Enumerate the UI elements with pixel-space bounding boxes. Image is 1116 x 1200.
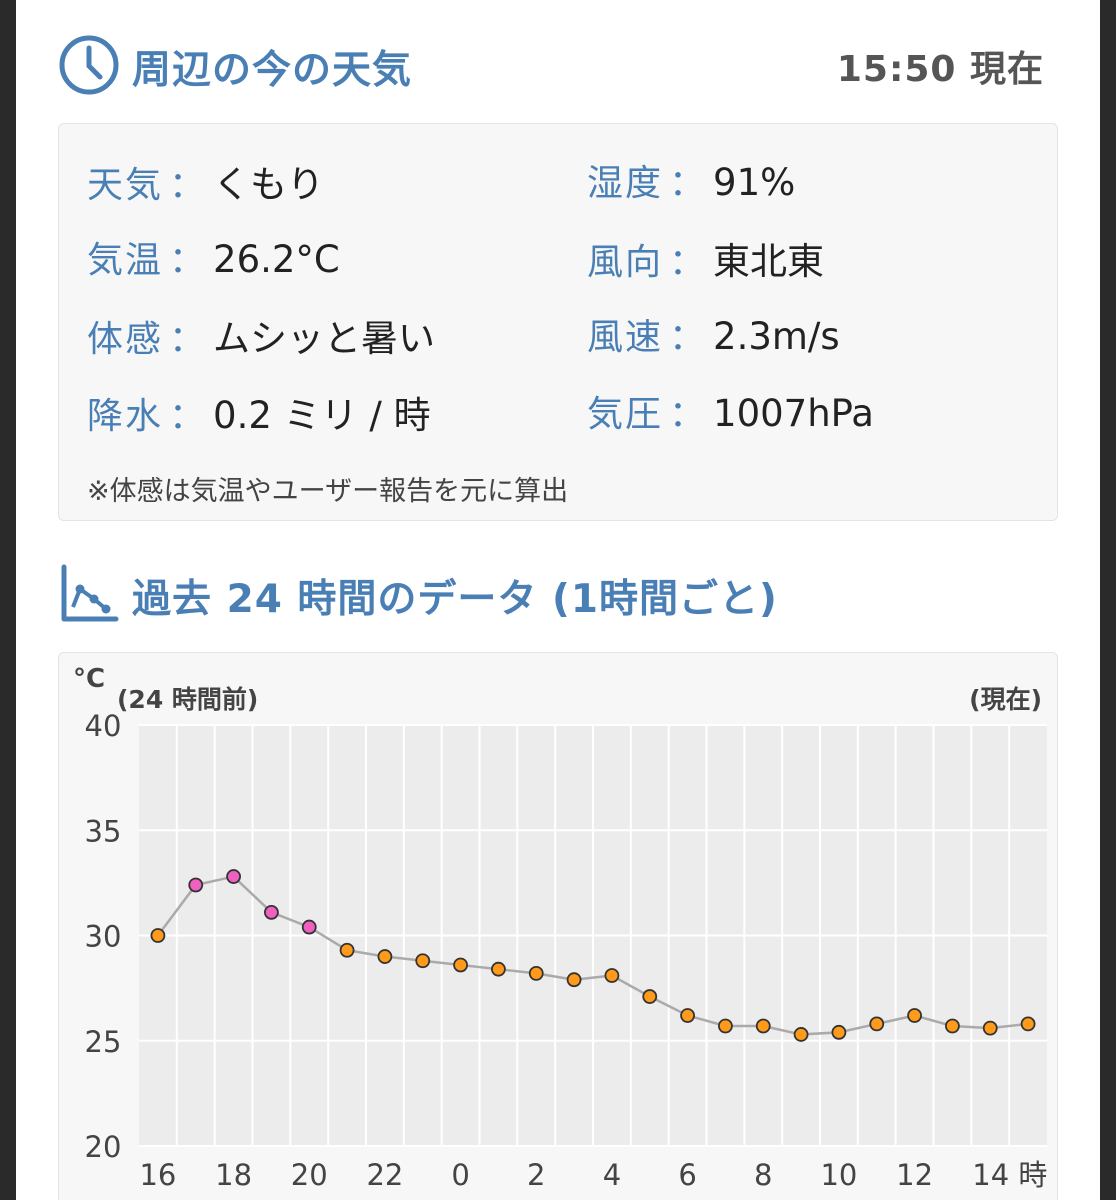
separator: ： [669,317,706,358]
condition-value: 2.3m/s [713,315,840,358]
temperature-point [377,949,393,964]
temperature-point [680,1008,695,1023]
unit-label: °C [73,664,105,694]
temperature-point [869,1016,885,1032]
x-tick-label: 8 [754,1158,772,1192]
x-tick-label: 12 [896,1158,933,1192]
feels-like-note: ※体感は気温やユーザー報告を元に算出 [87,476,569,507]
temperature-point [642,989,658,1004]
chart-left-note: (24 時間前) [117,685,258,714]
condition-value: くもり [213,163,325,206]
condition-label: 体感 [87,319,164,360]
y-tick-label: 35 [85,814,122,848]
temperature-point [415,953,431,969]
condition-value: ムシッと暑い [213,317,436,360]
temperature-point [831,1024,847,1040]
current-conditions-panel: 天気 ： くもり 湿度 ： 91% 気温 ： 26.2°C 風向 ： 東北東 体… [58,123,1058,521]
temperature-point [604,968,620,983]
chart-right-note: (現在) [969,685,1042,714]
condition-label: 気温 [87,240,164,281]
temperature-point [301,919,317,935]
history-header: 過去 24 時間のデータ (1時間ごと) [58,563,778,629]
condition-value: 0.2 ミリ / 時 [213,394,431,437]
weather-card: 周辺の今の天気 15:50 現在 天気 ： くもり 湿度 ： 91% 気温 ： … [16,0,1100,1200]
separator: ： [669,163,706,204]
condition-wind-speed: 風速 ： 2.3m/s [587,308,840,360]
temperature-point [226,869,241,884]
condition-temperature: 気温 ： 26.2°C [87,231,340,283]
temperature-point [793,1027,809,1042]
y-tick-label: 30 [85,920,122,954]
x-tick-label: 20 [291,1158,328,1192]
temperature-point [566,972,582,988]
temperature-point [945,1018,960,1034]
temperature-point [453,957,468,973]
temperature-point [755,1018,771,1034]
y-tick-label: 20 [85,1130,122,1164]
separator: ： [169,165,206,206]
y-tick-label: 25 [85,1025,122,1059]
condition-pressure: 気圧 ： 1007hPa [587,385,874,437]
line-chart-icon [58,563,120,629]
temperature-chart: 40 35 30 25 20 °C (24 時間前) (現在) 16 18 20 22 0 2 4 6 8 10 1… [73,664,1047,1192]
y-tick-label: 40 [85,709,122,743]
condition-label: 風速 [587,317,664,358]
temperature-point [907,1008,922,1023]
x-tick-label: 14 時 [972,1158,1047,1192]
x-tick-label: 4 [603,1158,621,1192]
current-time: 15:50 現在 [836,49,1044,90]
condition-label: 気圧 [587,394,664,435]
condition-label: 降水 [87,396,164,437]
x-tick-label: 2 [527,1158,545,1192]
temperature-chart-panel: 40 35 30 25 20 °C (24 時間前) (現在) 16 18 20 22 0 2 4 6 8 10 1… [58,652,1058,1200]
temperature-point [188,877,204,893]
temperature-point [150,928,166,943]
current-weather-header: 周辺の今の天気 [58,34,412,100]
clock-icon [58,34,120,100]
condition-value: 91% [713,161,796,204]
temperature-point [982,1020,998,1036]
x-tick-label: 18 [215,1158,252,1192]
separator: ： [169,240,206,281]
condition-value: 1007hPa [713,392,874,435]
condition-label: 風向 [587,242,664,283]
x-tick-label: 6 [678,1158,696,1192]
condition-precipitation: 降水 ： 0.2 ミリ / 時 [87,385,431,439]
condition-value: 26.2°C [213,238,340,281]
separator: ： [669,394,706,435]
condition-value: 東北東 [713,240,825,283]
condition-humidity: 湿度 ： 91% [587,154,795,206]
condition-wind-direction: 風向 ： 東北東 [587,231,824,285]
separator: ： [169,396,206,437]
temperature-point [491,961,506,977]
condition-label: 湿度 [587,163,664,204]
temperature-point [1020,1016,1036,1032]
temperature-point [339,942,355,958]
x-tick-label: 0 [451,1158,469,1192]
condition-feels-like: 体感 ： ムシッと暑い [87,308,435,362]
temperature-point [264,904,279,920]
x-tick-label: 16 [139,1158,176,1192]
condition-label: 天気 [87,165,164,206]
condition-weather: 天気 ： くもり [87,154,324,208]
current-weather-title: 周辺の今の天気 [132,48,413,93]
separator: ： [669,242,706,283]
separator: ： [169,319,206,360]
x-tick-label: 10 [820,1158,857,1192]
x-tick-label: 22 [366,1158,403,1192]
history-title: 過去 24 時間のデータ (1時間ごと) [132,577,778,622]
temperature-point [718,1018,733,1034]
temperature-point [528,965,544,981]
